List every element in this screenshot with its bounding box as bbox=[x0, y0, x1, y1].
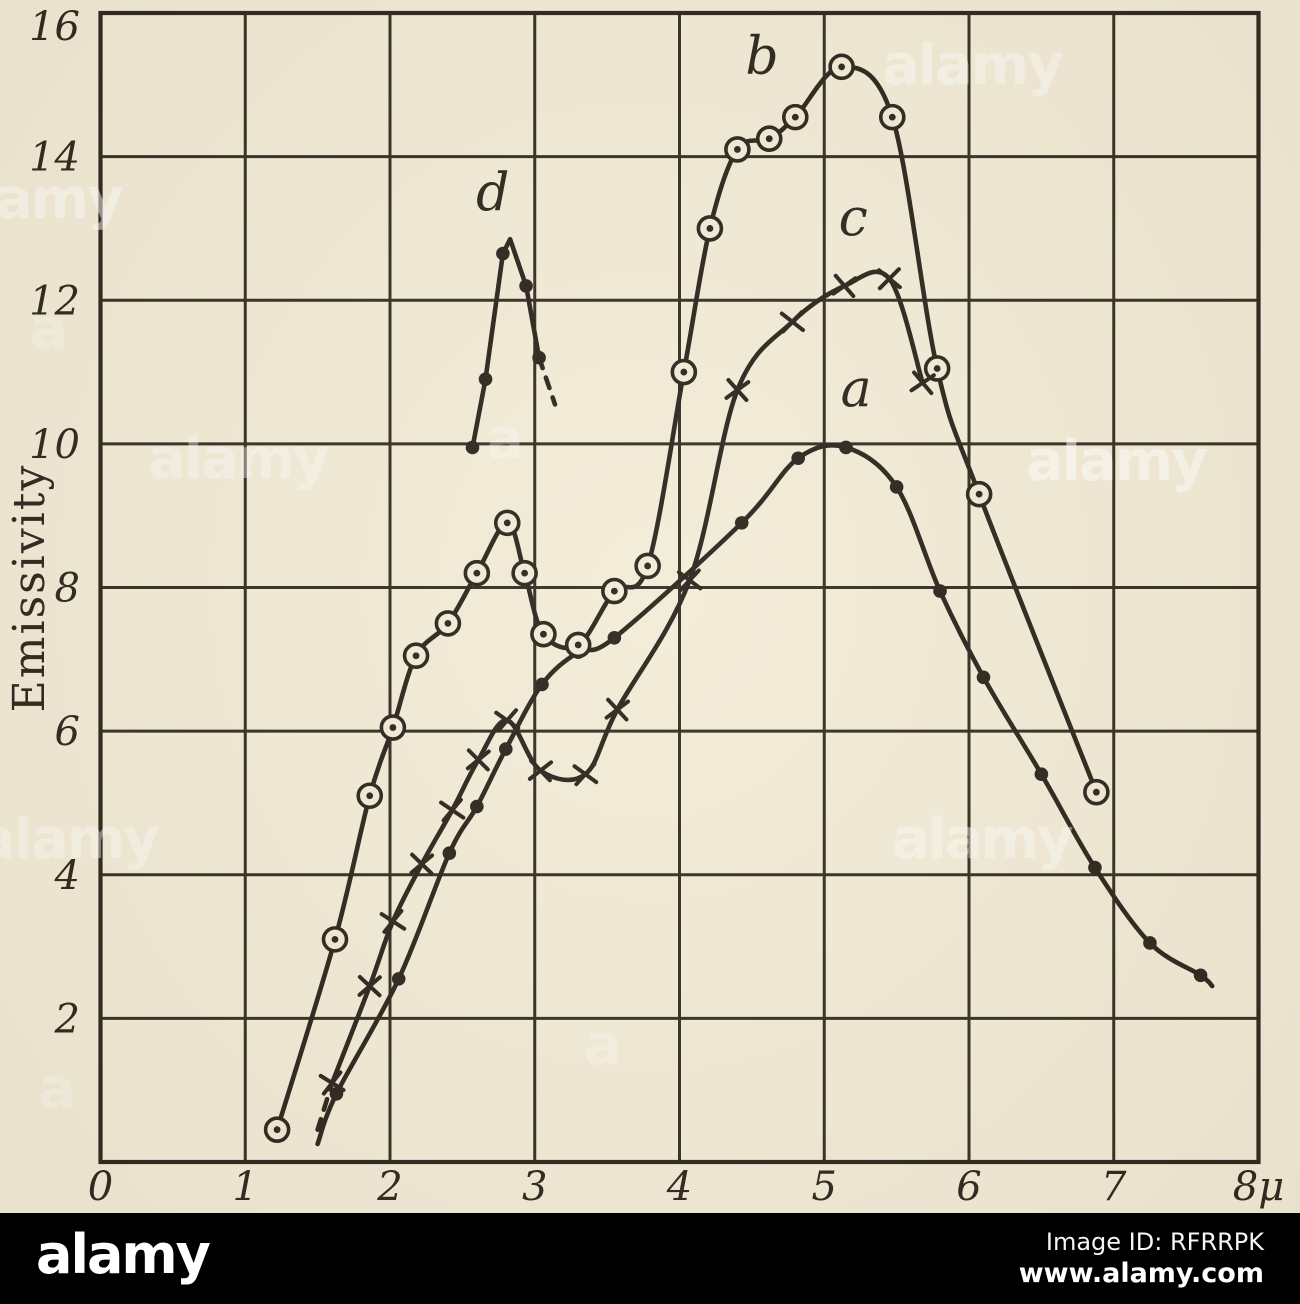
x-tick-label-1: 1 bbox=[233, 1164, 258, 1210]
series-b-line bbox=[274, 64, 1099, 1132]
marker-dot bbox=[1034, 767, 1049, 782]
marker-x bbox=[527, 758, 554, 783]
curve-label-d: d bbox=[476, 163, 509, 223]
marker-x bbox=[409, 852, 435, 876]
series-d-line bbox=[470, 236, 542, 450]
marker-x bbox=[876, 267, 902, 291]
marker-dot bbox=[442, 846, 457, 861]
curve-label-c: c bbox=[839, 189, 868, 249]
marker-dot bbox=[933, 584, 947, 598]
curve-label-a: a bbox=[841, 360, 872, 420]
emissivity-chart: 246810121416012345678μEmissivityabcdalam… bbox=[0, 4, 1284, 1210]
marker-dot bbox=[465, 440, 480, 455]
marker-x bbox=[379, 908, 407, 934]
y-tick-label-12: 12 bbox=[29, 278, 80, 324]
watermark-text: a bbox=[584, 1013, 620, 1078]
marker-dot bbox=[889, 480, 904, 494]
marker-dot bbox=[535, 677, 549, 692]
series-c-dash-head bbox=[315, 1080, 335, 1132]
marker-dot bbox=[1193, 968, 1208, 983]
marker-dot bbox=[470, 799, 484, 814]
series-c-line bbox=[329, 269, 925, 1086]
y-tick-label-10: 10 bbox=[29, 422, 80, 468]
watermark-text: alamy bbox=[1026, 429, 1207, 494]
marker-dot bbox=[391, 972, 406, 986]
marker-dot bbox=[329, 1086, 344, 1101]
series-d: d bbox=[465, 163, 558, 455]
marker-dot bbox=[519, 279, 533, 293]
y-tick-label-4: 4 bbox=[54, 853, 80, 899]
alamy-watermarks: alamy alamy alamy alamy alamy alamy a a a a bbox=[0, 33, 1209, 1122]
marker-dot bbox=[1088, 860, 1102, 875]
marker-x bbox=[439, 797, 466, 823]
marker-x bbox=[676, 568, 703, 593]
x-tick-label-3: 3 bbox=[522, 1164, 547, 1210]
y-tick-label-2: 2 bbox=[54, 996, 80, 1042]
marker-x bbox=[724, 378, 751, 402]
x-tick-label-5: 5 bbox=[812, 1164, 837, 1210]
marker-x bbox=[779, 310, 806, 334]
marker-x bbox=[357, 974, 382, 998]
marker-dot bbox=[532, 350, 546, 365]
x-tick-label-0: 0 bbox=[88, 1164, 113, 1210]
series-b: b bbox=[263, 27, 1110, 1143]
plot-border bbox=[98, 10, 1261, 1165]
x-tick-label-2: 2 bbox=[376, 1164, 402, 1210]
marker-x bbox=[494, 708, 521, 733]
footer-credits: Image ID: RFRRPK www.alamy.com bbox=[1019, 1227, 1264, 1291]
x-tick-label-7: 7 bbox=[1101, 1164, 1127, 1210]
y-tick-label-6: 6 bbox=[55, 709, 80, 755]
watermark-text: alamy bbox=[882, 33, 1063, 98]
marker-x bbox=[465, 748, 491, 772]
series-a-line bbox=[315, 443, 1215, 1147]
marker-x bbox=[318, 1070, 346, 1096]
marker-dot bbox=[839, 440, 853, 455]
curve-label-b: b bbox=[745, 27, 778, 87]
x-tick-label-6: 6 bbox=[956, 1164, 981, 1210]
marker-dot bbox=[1143, 936, 1157, 950]
y-tick-label-8: 8 bbox=[55, 566, 80, 612]
y-axis-title: Emissivity bbox=[4, 464, 55, 713]
y-tick-label-14: 14 bbox=[29, 135, 80, 181]
marker-dot bbox=[734, 516, 749, 530]
y-tick-label-16: 16 bbox=[29, 4, 80, 50]
watermark-text: a bbox=[38, 1057, 74, 1122]
marker-x bbox=[831, 273, 858, 299]
watermark-text: alamy bbox=[892, 807, 1073, 872]
watermark-text: alamy bbox=[148, 427, 329, 492]
marker-dot bbox=[478, 372, 493, 387]
marker-dot bbox=[496, 246, 510, 261]
marker-dot bbox=[499, 742, 513, 756]
alamy-footer-bar: alamy Image ID: RFRRPK www.alamy.com bbox=[0, 1213, 1300, 1304]
marker-dot bbox=[791, 451, 805, 466]
x-tick-label-4: 4 bbox=[666, 1164, 692, 1210]
alamy-logo: alamy bbox=[36, 1222, 211, 1286]
marker-dot bbox=[976, 670, 991, 685]
watermark-text: a bbox=[486, 407, 522, 472]
watermark-text: alamy bbox=[0, 167, 123, 232]
grid-lines bbox=[98, 10, 1261, 1165]
alamy-url-text: www.alamy.com bbox=[1018, 1257, 1264, 1289]
image-id-text: Image ID: RFRRPK bbox=[1045, 1227, 1264, 1256]
series-d-dash-tail bbox=[536, 355, 558, 407]
watermark-text: alamy bbox=[0, 807, 159, 872]
x-tick-label-8: 8μ bbox=[1233, 1164, 1284, 1210]
marker-x bbox=[604, 697, 631, 722]
watermark-text: a bbox=[30, 297, 66, 362]
marker-x bbox=[909, 370, 936, 396]
marker-x bbox=[572, 762, 599, 787]
series-c: c bbox=[315, 189, 936, 1132]
marker-dot bbox=[607, 630, 622, 645]
